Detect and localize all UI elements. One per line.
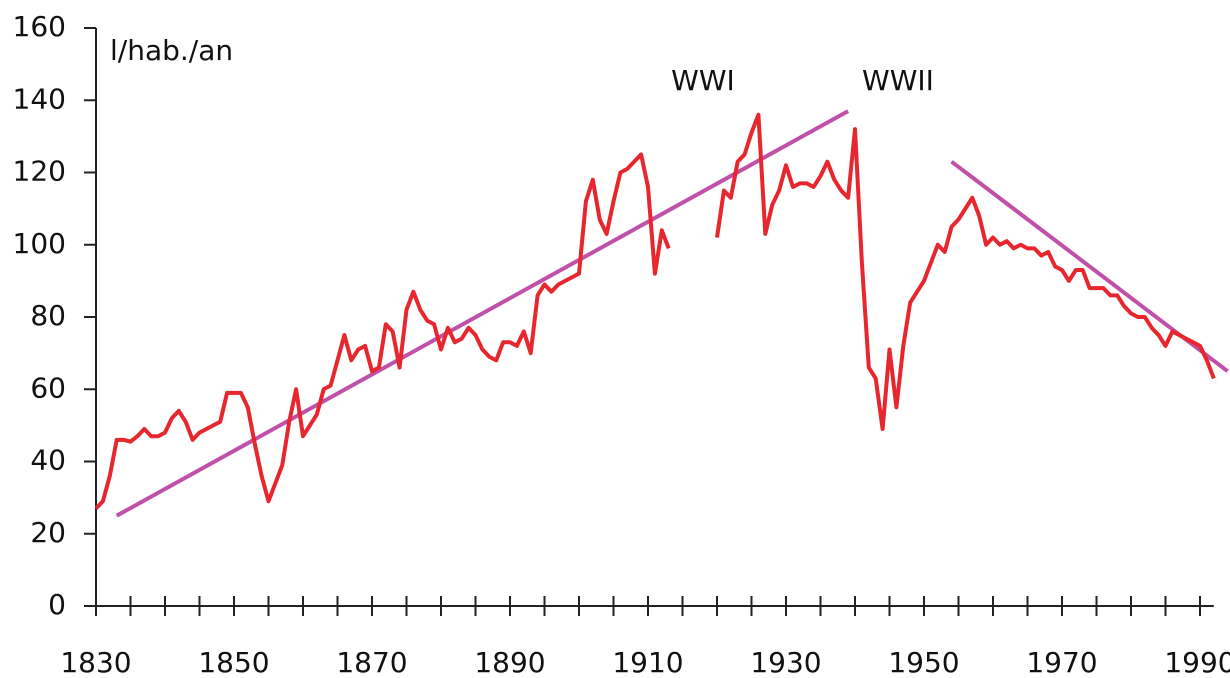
y-tick-label: 100 [13, 227, 66, 260]
x-tick-label: 1890 [474, 646, 545, 678]
y-axis-label: l/hab./an [110, 34, 233, 67]
y-tick-label: 0 [48, 588, 66, 621]
x-tick-label: 1830 [60, 646, 131, 678]
x-tick-label: 1850 [198, 646, 269, 678]
annotation: WWII [862, 64, 934, 97]
x-tick-label: 1970 [1026, 646, 1097, 678]
x-tick-label: 1930 [750, 646, 821, 678]
y-tick-label: 60 [30, 371, 66, 404]
annotation: WWI [671, 64, 735, 97]
y-tick-label: 20 [30, 516, 66, 549]
y-tick-label: 140 [13, 82, 66, 115]
x-tick-label: 1990 [1164, 646, 1230, 678]
y-tick-label: 40 [30, 444, 66, 477]
trend-line [115, 109, 850, 518]
data-line [94, 112, 1216, 510]
y-tick-label: 80 [30, 299, 66, 332]
x-tick-label: 1870 [336, 646, 407, 678]
y-tick-label: 160 [13, 10, 66, 43]
y-tick-label: 120 [13, 155, 66, 188]
x-tick-label: 1910 [612, 646, 683, 678]
x-tick-label: 1950 [888, 646, 959, 678]
